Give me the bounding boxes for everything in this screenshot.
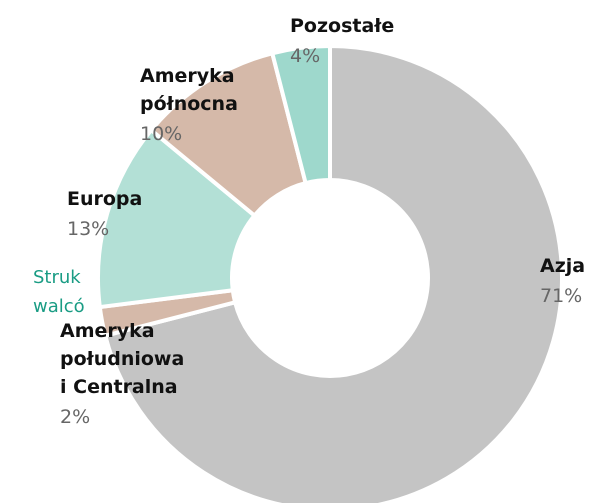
value-label: 4% <box>290 45 320 67</box>
slice-label: Azja <box>540 255 585 277</box>
slice-label: południowa <box>60 348 184 370</box>
slice-label: północna <box>140 93 238 115</box>
slice <box>96 127 258 310</box>
value-label: 10% <box>140 123 182 145</box>
slice-label: Europa <box>67 188 142 210</box>
background-text: walcó <box>33 296 85 317</box>
slice-label: Ameryka <box>140 65 235 87</box>
slice-label: Ameryka <box>60 320 155 342</box>
value-label: 13% <box>67 218 109 240</box>
slice <box>269 43 332 186</box>
slice <box>102 43 564 503</box>
background-text: Struk <box>33 267 81 288</box>
slice-label: Pozostałe <box>290 15 394 37</box>
value-label: 71% <box>540 285 582 307</box>
slice-label: i Centralna <box>60 376 178 398</box>
value-label: 2% <box>60 406 90 428</box>
